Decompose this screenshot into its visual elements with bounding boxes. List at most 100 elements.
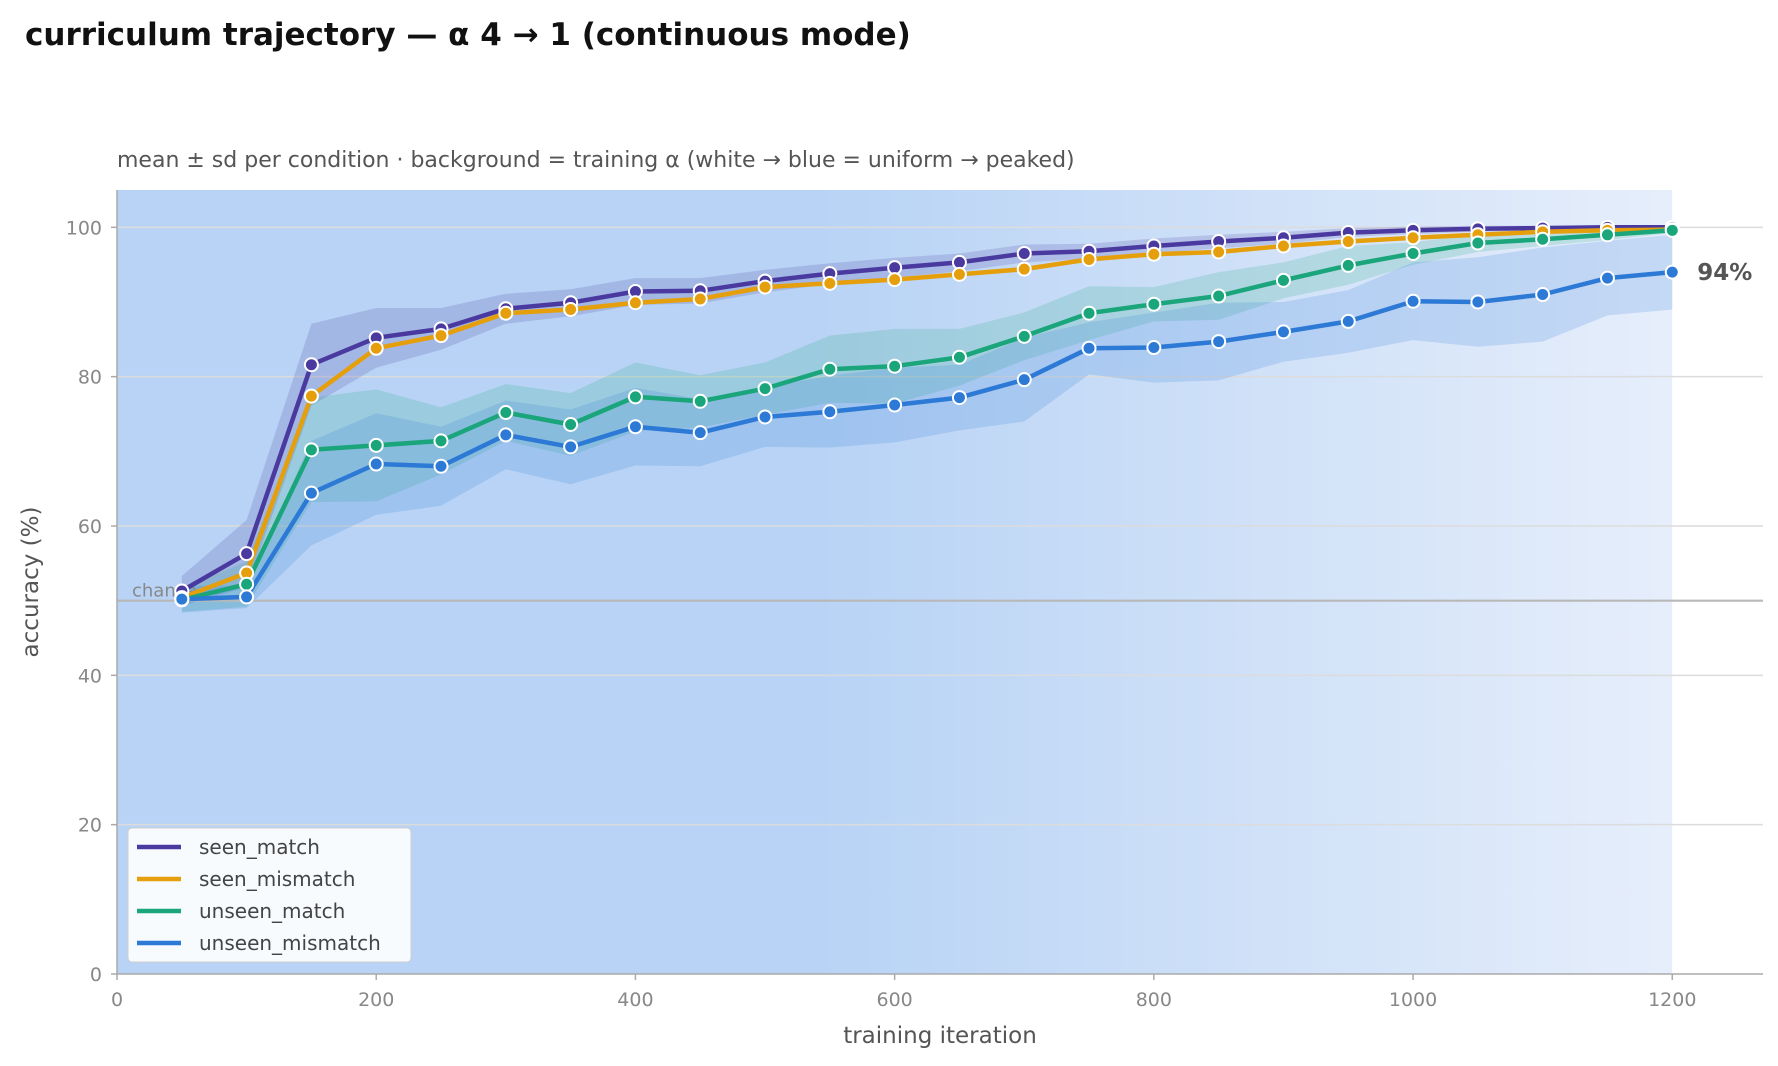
series-points [174,219,1680,608]
y-tick-label: 0 [90,964,102,986]
data-point-seen_mismatch [368,340,384,356]
data-point-unseen_mismatch [1016,372,1032,388]
data-point-unseen_mismatch [1275,324,1291,340]
data-point-unseen_mismatch [1081,340,1097,356]
data-point-unseen_match [303,442,319,458]
legend-label-unseen_mismatch: unseen_mismatch [199,931,381,955]
series-line-seen_mismatch [180,227,1673,600]
x-tick-label: 1200 [1648,989,1696,1011]
x-tick-label: 800 [1136,989,1172,1011]
data-point-unseen_mismatch [822,404,838,420]
data-point-seen_mismatch [887,272,903,288]
y-tick-label: 20 [78,815,102,837]
chart-title: curriculum trajectory — α 4 → 1 (continu… [25,17,911,53]
series-lines [180,225,1673,603]
legend-label-seen_mismatch: seen_mismatch [199,867,355,891]
sd-band-unseen_match [181,227,1673,612]
data-point-unseen_match [1470,235,1486,251]
data-point-seen_mismatch [498,305,514,321]
data-point-unseen_mismatch [239,589,255,605]
series-line-seen_match [180,225,1673,593]
data-point-unseen_match [1340,257,1356,273]
data-point-unseen_match [757,381,773,397]
data-point-unseen_match [951,349,967,365]
data-point-unseen_match [1016,328,1032,344]
series-line-unseen_match [181,228,1673,603]
data-point-unseen_match [822,361,838,377]
data-point-seen_mismatch [757,279,773,295]
data-point-unseen_match [1599,227,1615,243]
post-training-region [1672,190,1763,974]
data-point-unseen_mismatch [1405,293,1421,309]
data-point-seen_mismatch [951,266,967,282]
legend-label-seen_match: seen_match [199,835,320,859]
legend-box [127,827,412,963]
y-tick-label: 100 [66,217,102,239]
x-tick-label: 600 [877,989,913,1011]
data-point-seen_mismatch [1211,244,1227,260]
data-point-unseen_mismatch [1664,264,1680,280]
data-point-seen_match [303,357,319,373]
data-point-seen_mismatch [1405,230,1421,246]
data-point-seen_match [239,546,255,562]
data-point-unseen_match [887,358,903,374]
data-point-unseen_mismatch [951,390,967,406]
legend-label-unseen_match: unseen_match [199,899,345,923]
data-point-seen_mismatch [692,291,708,307]
y-tick-label: 80 [78,367,102,389]
data-point-seen_mismatch [1275,238,1291,254]
x-axis-label: training iteration [843,1023,1037,1049]
data-point-unseen_mismatch [692,425,708,441]
data-point-unseen_mismatch [1599,270,1615,286]
data-point-seen_mismatch [1146,246,1162,262]
tick-labels: 0 200 400 600 800 1000 1200 0 20 40 60 80 100 [66,217,1697,1011]
legend: seen_match seen_mismatch unseen_matchunsee… [127,827,412,963]
data-point-unseen_mismatch [1340,313,1356,329]
x-tick-label: 0 [111,989,123,1011]
data-point-seen_match [1016,245,1032,261]
y-axis-label: accuracy (%) [18,507,44,658]
data-point-seen_mismatch [433,328,449,344]
data-point-unseen_match [1081,305,1097,321]
data-point-unseen_match [1275,272,1291,288]
data-point-unseen_mismatch [757,409,773,425]
data-point-unseen_mismatch [1146,340,1162,356]
data-point-unseen_mismatch [174,591,190,607]
data-point-unseen_match [368,437,384,453]
y-tick-label: 60 [78,516,102,538]
series-line-unseen_mismatch [181,269,1673,602]
data-point-unseen_mismatch [303,485,319,501]
data-point-unseen_mismatch [1535,287,1551,303]
data-point-seen_mismatch [822,275,838,291]
data-point-unseen_match [563,416,579,432]
data-point-seen_mismatch [563,301,579,317]
data-point-unseen_match [1535,231,1551,247]
data-point-seen_mismatch [1016,261,1032,277]
data-point-unseen_mismatch [887,397,903,413]
data-point-unseen_match [498,405,514,421]
x-tick-label: 200 [358,989,394,1011]
data-point-unseen_mismatch [1211,334,1227,350]
data-point-seen_mismatch [1340,234,1356,250]
data-point-unseen_match [1664,222,1680,238]
data-point-unseen_match [239,576,255,592]
data-point-unseen_match [1405,245,1421,261]
data-point-unseen_mismatch [1470,294,1486,310]
data-point-unseen_match [1146,296,1162,312]
x-tick-label: 400 [617,989,653,1011]
data-point-unseen_mismatch [563,439,579,455]
chart-subtitle: mean ± sd per condition · background = t… [117,148,1075,173]
data-point-unseen_match [433,433,449,449]
data-point-unseen_mismatch [627,419,643,435]
data-point-unseen_match [1211,288,1227,304]
y-tick-label: 40 [78,665,102,687]
data-point-unseen_mismatch [368,456,384,472]
final-value-annotation: 94% [1697,260,1752,286]
data-point-unseen_mismatch [433,458,449,474]
data-point-unseen_match [692,393,708,409]
data-point-seen_mismatch [627,295,643,311]
axes [116,190,1763,975]
x-tick-label: 1000 [1389,989,1437,1011]
